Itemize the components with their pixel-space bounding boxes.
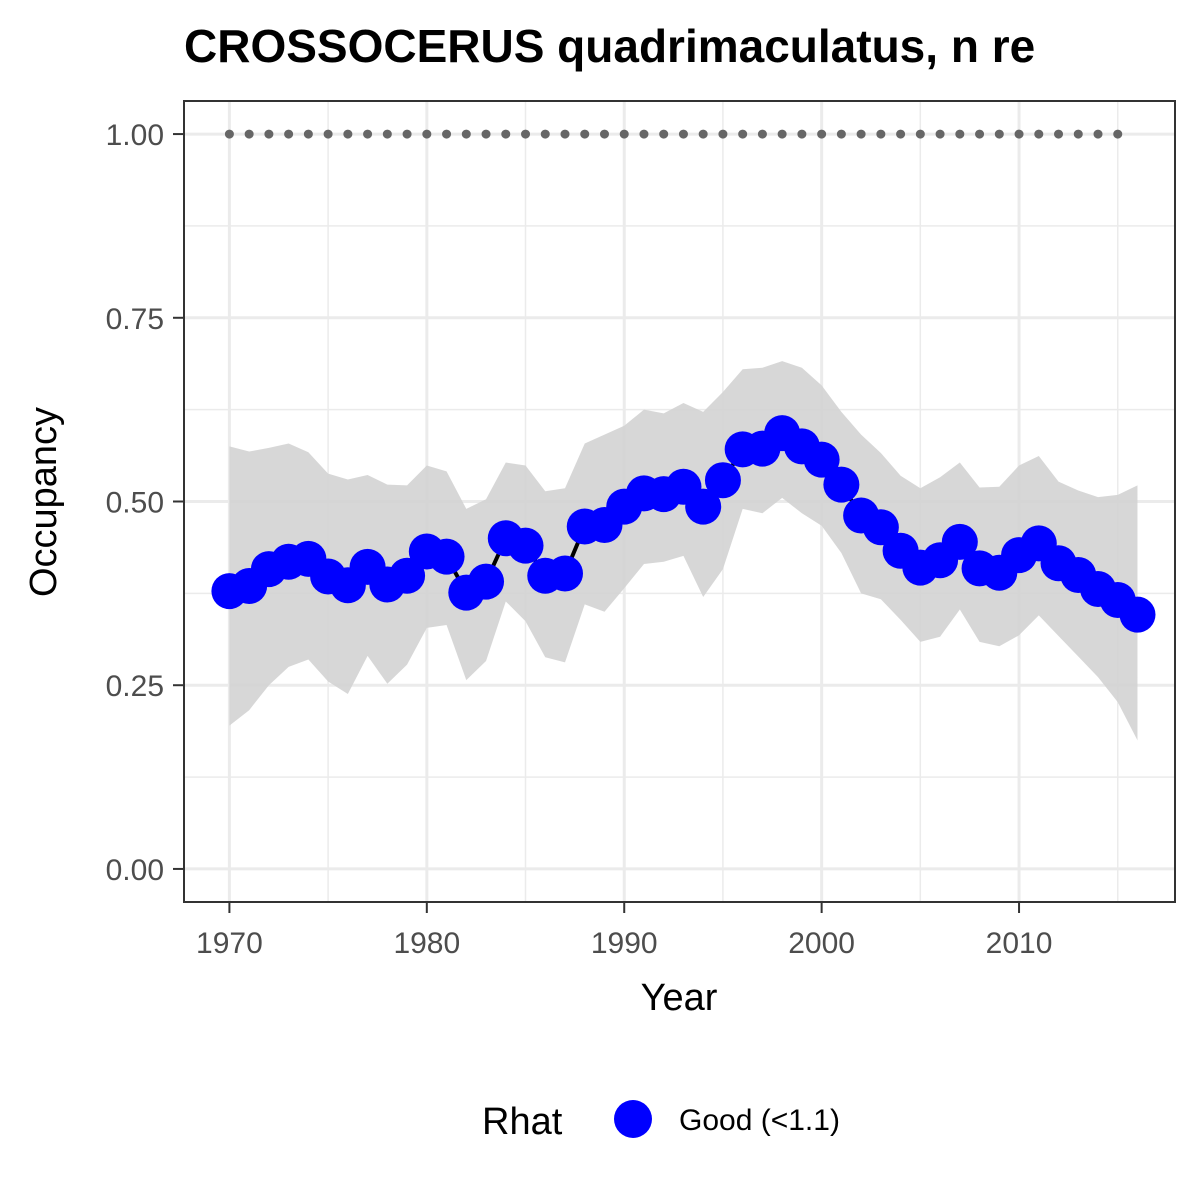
reference-dot — [442, 129, 452, 139]
x-tick-label: 2010 — [986, 927, 1053, 960]
reference-dot — [1113, 129, 1123, 139]
data-point — [468, 563, 505, 600]
reference-dot — [284, 129, 294, 139]
legend-title: Rhat — [482, 1101, 563, 1143]
x-tick-label: 1980 — [393, 927, 460, 960]
reference-dot — [580, 129, 590, 139]
x-tick-label: 1990 — [591, 927, 658, 960]
reference-dot — [1054, 129, 1064, 139]
reference-dot — [836, 129, 846, 139]
y-tick-label: 0.50 — [106, 487, 164, 520]
reference-dot — [540, 129, 550, 139]
data-points-layer — [211, 415, 1156, 633]
data-point — [862, 509, 899, 546]
reference-dot — [599, 129, 609, 139]
reference-dot — [738, 129, 748, 139]
reference-dot — [678, 129, 688, 139]
legend: Rhat Good (<1.1) — [482, 1100, 840, 1143]
y-axis: 0.00 0.25 0.50 0.75 1.00 — [106, 119, 184, 887]
data-point — [704, 462, 741, 499]
reference-dot — [718, 129, 728, 139]
reference-dot — [521, 129, 531, 139]
data-point — [685, 488, 722, 525]
reference-dot — [560, 129, 570, 139]
reference-dot — [994, 129, 1004, 139]
data-point — [428, 538, 465, 575]
reference-dot — [896, 129, 906, 139]
reference-dot — [303, 129, 313, 139]
reference-dot — [422, 129, 432, 139]
reference-dots-layer — [224, 129, 1123, 139]
reference-dot — [1073, 129, 1083, 139]
reference-dot — [777, 129, 787, 139]
reference-dot — [659, 129, 669, 139]
y-axis-title: Occupancy — [23, 407, 65, 597]
reference-dot — [343, 129, 353, 139]
x-axis-title: Year — [641, 977, 718, 1019]
reference-dot — [817, 129, 827, 139]
x-tick-label: 2000 — [788, 927, 855, 960]
reference-dot — [915, 129, 925, 139]
reference-dot — [1093, 129, 1103, 139]
reference-dot — [244, 129, 254, 139]
data-point — [823, 466, 860, 503]
data-point — [803, 441, 840, 478]
x-axis: 1970 1980 1990 2000 2010 — [196, 902, 1052, 960]
confidence-ribbon-layer — [229, 361, 1138, 741]
legend-label-good: Good (<1.1) — [679, 1104, 840, 1137]
reference-dot — [797, 129, 807, 139]
data-point — [389, 557, 426, 594]
confidence-ribbon — [229, 361, 1138, 741]
reference-dot — [323, 129, 333, 139]
y-tick-label: 0.25 — [106, 670, 164, 703]
y-tick-label: 0.75 — [106, 303, 164, 336]
reference-dot — [264, 129, 274, 139]
reference-dot — [481, 129, 491, 139]
reference-dot — [402, 129, 412, 139]
reference-dot — [935, 129, 945, 139]
reference-dot — [955, 129, 965, 139]
reference-dot — [619, 129, 629, 139]
chart-title: CROSSOCERUS quadrimaculatus, n re — [184, 20, 1035, 72]
reference-dot — [975, 129, 985, 139]
legend-key-good — [614, 1100, 652, 1138]
reference-dot — [876, 129, 886, 139]
reference-dot — [639, 129, 649, 139]
data-point — [1119, 596, 1156, 633]
reference-dot — [1014, 129, 1024, 139]
reference-dot — [1034, 129, 1044, 139]
data-point — [547, 555, 584, 592]
reference-dot — [698, 129, 708, 139]
reference-dot — [224, 129, 234, 139]
reference-dot — [461, 129, 471, 139]
y-tick-label: 0.00 — [106, 854, 164, 887]
reference-dot — [363, 129, 373, 139]
reference-dot — [757, 129, 767, 139]
data-point — [507, 527, 544, 564]
data-point — [941, 523, 978, 560]
reference-dot — [382, 129, 392, 139]
x-tick-label: 1970 — [196, 927, 263, 960]
reference-dot — [501, 129, 511, 139]
reference-dot — [856, 129, 866, 139]
y-tick-label: 1.00 — [106, 119, 164, 152]
